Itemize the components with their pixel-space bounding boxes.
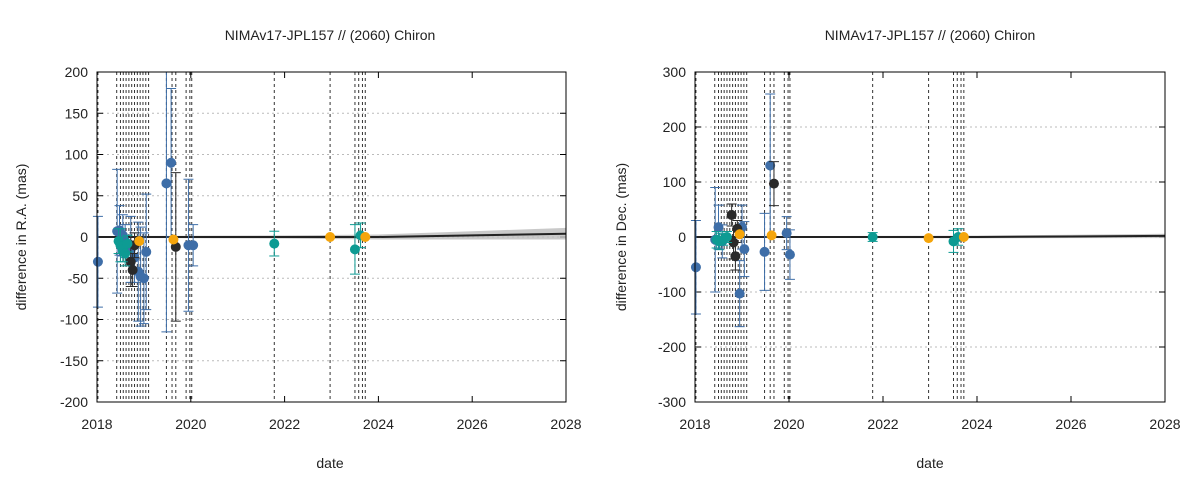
ra-data-point xyxy=(141,246,152,257)
dec-y-tick-label: -300 xyxy=(658,394,686,410)
dec-data-point xyxy=(768,178,779,189)
ra-y-tick-label: -100 xyxy=(60,312,88,328)
ra-chart: NIMAv17-JPL157 // (2060) Chiron date dif… xyxy=(13,27,582,471)
ra-data-point xyxy=(125,256,136,267)
dec-x-tick-label: 2026 xyxy=(1055,416,1086,432)
dec-plot-frame xyxy=(694,71,1166,403)
ra-data-point xyxy=(325,232,336,242)
ra-data-point xyxy=(188,240,199,251)
dec-data-point xyxy=(784,249,795,260)
ra-data-point xyxy=(360,232,371,242)
ra-x-axis-label: date xyxy=(316,455,343,471)
dec-data-point xyxy=(765,160,776,171)
dec-data-point xyxy=(726,210,737,220)
dec-data-point xyxy=(734,229,745,240)
ra-data-point xyxy=(161,178,172,189)
dec-x-tick-label: 2020 xyxy=(773,416,804,432)
ra-y-tick-label: 200 xyxy=(65,64,89,80)
dec-series-0 xyxy=(690,93,795,328)
ra-data-point xyxy=(120,248,131,259)
ra-x-tick-label: 2018 xyxy=(81,416,112,432)
ra-data-point xyxy=(269,238,280,249)
dec-data-point xyxy=(759,246,770,257)
ra-x-tick-label: 2024 xyxy=(363,416,394,432)
dec-x-tick-label: 2024 xyxy=(961,416,992,432)
ra-data-point xyxy=(127,265,138,275)
dec-data-point xyxy=(690,262,701,273)
ra-y-tick-label: -200 xyxy=(60,394,88,410)
dec-data-point xyxy=(958,232,969,242)
ra-data-point xyxy=(138,273,149,284)
ra-y-axis-label: difference in R.A. (mas) xyxy=(13,164,29,311)
dec-chart-title: NIMAv17-JPL157 // (2060) Chiron xyxy=(825,27,1036,43)
ra-x-tick-label: 2028 xyxy=(550,416,581,432)
dec-x-tick-label: 2018 xyxy=(679,416,710,432)
ra-x-tick-label: 2026 xyxy=(457,416,488,432)
dec-data-point xyxy=(766,230,777,241)
dec-x-tick-label: 2028 xyxy=(1149,416,1180,432)
dec-y-tick-label: 0 xyxy=(678,229,686,245)
ra-y-tick-label: 100 xyxy=(65,147,89,163)
ra-data-point xyxy=(134,236,145,247)
ra-data-point xyxy=(92,256,103,267)
dec-x-axis-label: date xyxy=(916,455,943,471)
ra-series-3 xyxy=(134,232,371,247)
ra-y-tick-label: 50 xyxy=(72,188,88,204)
dec-y-tick-label: -200 xyxy=(658,339,686,355)
ra-y-tick-label: 0 xyxy=(80,229,88,245)
ra-data-point xyxy=(122,238,133,249)
dec-data-point xyxy=(730,251,741,262)
dec-chart: NIMAv17-JPL157 // (2060) Chiron date dif… xyxy=(613,27,1181,471)
ra-data-point xyxy=(349,244,360,255)
dec-y-tick-label: 300 xyxy=(663,64,687,80)
dec-reference-lines xyxy=(695,72,965,402)
dec-series-1 xyxy=(726,161,779,271)
dec-y-axis-label: difference in Dec. (mas) xyxy=(613,163,629,311)
ra-x-tick-label: 2020 xyxy=(175,416,206,432)
ra-series-2 xyxy=(113,222,366,275)
ra-chart-title: NIMAv17-JPL157 // (2060) Chiron xyxy=(225,27,436,43)
dec-y-tick-label: -100 xyxy=(658,284,686,300)
ra-plot-frame xyxy=(96,71,567,403)
dec-series-3 xyxy=(734,229,969,244)
dec-data-point xyxy=(867,232,878,242)
ra-y-tick-label: 150 xyxy=(65,105,89,121)
dec-data-point xyxy=(739,244,750,255)
dec-data-point xyxy=(781,228,792,239)
dec-data-point xyxy=(721,232,732,242)
dec-y-tick-label: 200 xyxy=(663,119,687,135)
dec-x-tick-label: 2022 xyxy=(867,416,898,432)
ra-y-tick-label: -50 xyxy=(68,270,88,286)
ra-data-point xyxy=(166,157,177,168)
dec-y-tick-label: 100 xyxy=(663,174,687,190)
dec-data-point xyxy=(734,288,745,299)
ra-data-point xyxy=(168,234,179,245)
ra-y-tick-label: -150 xyxy=(60,353,88,369)
dec-data-point xyxy=(923,233,934,244)
ra-x-tick-label: 2022 xyxy=(269,416,300,432)
